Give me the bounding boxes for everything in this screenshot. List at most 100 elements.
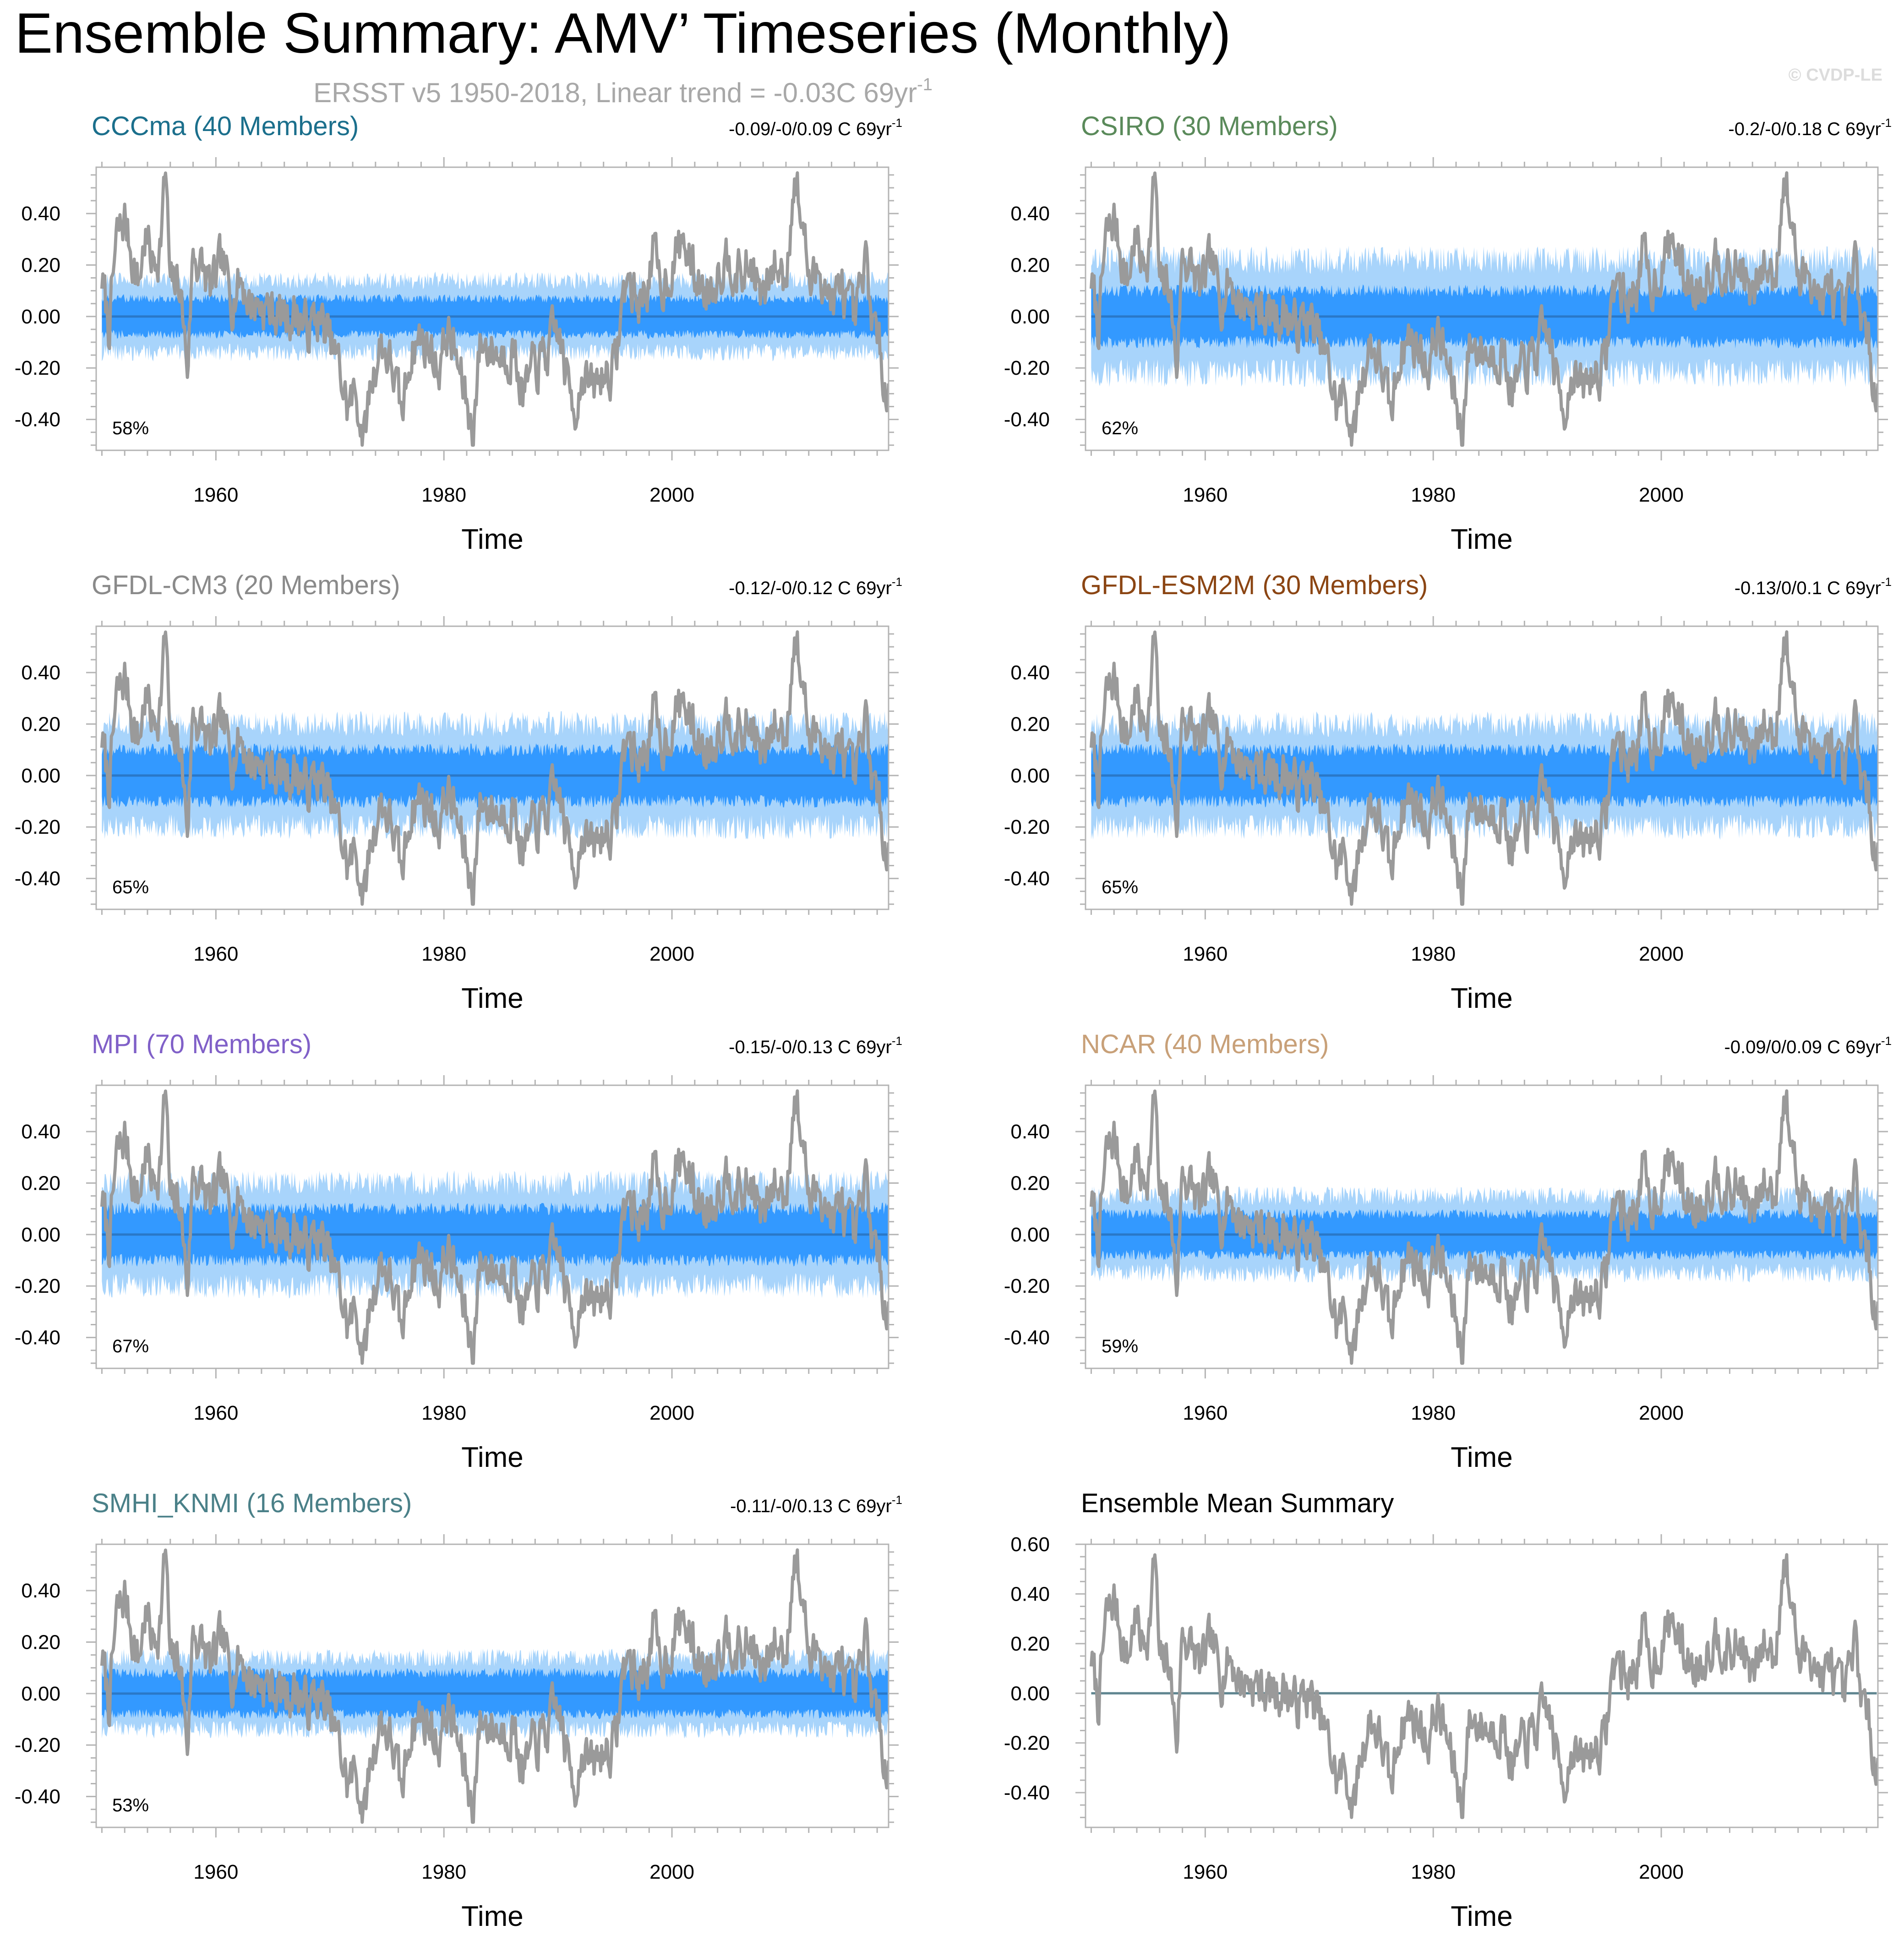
panel-trend: -0.09/-0/0.09 C 69yr-1 xyxy=(729,116,902,139)
percent-label: 65% xyxy=(1102,877,1138,897)
y-tick-label: -0.20 xyxy=(1004,1732,1050,1755)
y-tick-label: 0.00 xyxy=(1010,1682,1050,1705)
x-tick-label: 1960 xyxy=(193,1402,238,1424)
observation-line xyxy=(100,630,889,906)
x-tick-label: 1980 xyxy=(421,1402,466,1424)
y-tick-label: -0.20 xyxy=(15,816,60,838)
x-axis-label: Time xyxy=(461,524,523,555)
plot-area xyxy=(100,1548,889,1824)
plot-area xyxy=(1089,1553,1878,1819)
x-tick-label: 2000 xyxy=(1639,1861,1684,1883)
axis-frame xyxy=(1085,1543,1879,1828)
panel-cccma: CCCma (40 Members) -0.09/-0/0.09 C 69yr-1… xyxy=(15,111,902,555)
panel-title: NCAR (40 Members) xyxy=(1081,1029,1329,1059)
x-tick-label: 2000 xyxy=(1639,1402,1684,1424)
x-tick-label: 1960 xyxy=(193,484,238,506)
x-axis-label: Time xyxy=(461,1901,523,1932)
panel-gfdl-cm3: GFDL-CM3 (20 Members) -0.12/-0/0.12 C 69y… xyxy=(15,570,902,1014)
panel-csiro: CSIRO (30 Members) -0.2/-0/0.18 C 69yr-1-… xyxy=(1004,111,1892,555)
percent-label: 58% xyxy=(112,418,149,438)
percent-label: 67% xyxy=(112,1336,149,1356)
y-tick-label: 0.20 xyxy=(1010,713,1050,735)
trend-superscript: -1 xyxy=(1881,575,1892,589)
x-tick-label: 1980 xyxy=(1411,484,1456,506)
x-tick-label: 1960 xyxy=(1183,484,1228,506)
trend-value: -0.12/-0/0.12 C 69yr xyxy=(729,578,892,598)
y-tick-label: -0.40 xyxy=(15,868,60,890)
panel-gfdl-esm2m: GFDL-ESM2M (30 Members) -0.13/0/0.1 C 69y… xyxy=(1004,570,1892,1014)
panel-trend: -0.12/-0/0.12 C 69yr-1 xyxy=(729,575,902,598)
y-tick-label: -0.40 xyxy=(15,1786,60,1808)
y-tick-label: 0.40 xyxy=(21,662,60,684)
y-tick-label: 0.00 xyxy=(1010,306,1050,328)
percent-label: 53% xyxy=(112,1795,149,1815)
y-tick-label: 0.00 xyxy=(21,306,60,328)
y-tick-label: -0.40 xyxy=(1004,868,1050,890)
x-tick-label: 2000 xyxy=(1639,484,1684,506)
y-tick-label: 0.40 xyxy=(1010,1583,1050,1605)
x-axis-label: Time xyxy=(1451,524,1512,555)
y-tick-label: 0.00 xyxy=(21,1683,60,1705)
panel-title: CSIRO (30 Members) xyxy=(1081,111,1338,141)
percent-label: 65% xyxy=(112,877,149,897)
y-tick-label: -0.40 xyxy=(1004,1782,1050,1804)
y-tick-label: 0.00 xyxy=(21,1224,60,1246)
axis-frame xyxy=(95,166,889,451)
panel-trend: -0.15/-0/0.13 C 69yr-1 xyxy=(729,1034,902,1057)
x-tick-label: 1980 xyxy=(1411,1402,1456,1424)
x-tick-label: 1980 xyxy=(421,1861,466,1883)
observation-line xyxy=(1089,1553,1878,1819)
trend-value: -0.15/-0/0.13 C 69yr xyxy=(729,1037,892,1057)
plot-area xyxy=(1089,1089,1878,1365)
y-tick-label: 0.40 xyxy=(1010,1121,1050,1143)
observation-line xyxy=(100,1089,889,1365)
y-tick-label: 0.00 xyxy=(1010,1224,1050,1246)
panel-smhi-knmi: SMHI_KNMI (16 Members) -0.11/-0/0.13 C 69… xyxy=(15,1488,902,1932)
axis-frame xyxy=(95,1543,889,1828)
plot-area xyxy=(100,171,889,447)
y-tick-label: 0.40 xyxy=(21,1121,60,1143)
x-tick-label: 1960 xyxy=(193,943,238,965)
panel-title: SMHI_KNMI (16 Members) xyxy=(92,1488,412,1518)
y-tick-label: -0.20 xyxy=(1004,1275,1050,1297)
axis-frame xyxy=(1085,166,1879,451)
plot-area xyxy=(100,1089,889,1365)
axis-frame xyxy=(1085,1084,1879,1369)
plot-area xyxy=(100,630,889,906)
x-axis-label: Time xyxy=(461,1442,523,1473)
x-axis-label: Time xyxy=(1451,1442,1512,1473)
y-tick-label: 0.20 xyxy=(1010,1633,1050,1655)
y-tick-label: 0.20 xyxy=(21,1631,60,1653)
y-tick-label: 0.40 xyxy=(1010,202,1050,225)
x-tick-label: 1960 xyxy=(1183,1402,1228,1424)
x-tick-label: 1980 xyxy=(1411,943,1456,965)
y-tick-label: 0.20 xyxy=(21,713,60,735)
y-tick-label: 0.00 xyxy=(1010,765,1050,787)
panel-title: GFDL-ESM2M (30 Members) xyxy=(1081,570,1428,600)
percent-label: 59% xyxy=(1102,1336,1138,1356)
y-tick-label: -0.20 xyxy=(1004,816,1050,838)
watermark: © CVDP-LE xyxy=(1789,66,1882,85)
plot-area xyxy=(1089,171,1878,447)
axis-frame xyxy=(1085,625,1879,910)
y-tick-label: 0.20 xyxy=(1010,254,1050,276)
subtitle-superscript: -1 xyxy=(917,75,933,94)
panel-trend: -0.13/0/0.1 C 69yr-1 xyxy=(1735,575,1892,598)
panel-title: MPI (70 Members) xyxy=(92,1029,311,1059)
y-tick-label: -0.40 xyxy=(1004,1327,1050,1349)
x-tick-label: 2000 xyxy=(649,943,694,965)
figure-subtitle: ERSST v5 1950-2018, Linear trend = -0.03… xyxy=(313,75,933,108)
axis-frame xyxy=(95,1084,889,1369)
y-tick-label: 0.40 xyxy=(1010,662,1050,684)
y-tick-label: -0.20 xyxy=(15,1275,60,1297)
trend-superscript: -1 xyxy=(1881,116,1892,130)
x-tick-label: 2000 xyxy=(649,484,694,506)
x-tick-label: 1960 xyxy=(1183,1861,1228,1883)
y-tick-label: 0.60 xyxy=(1010,1533,1050,1556)
panel-title: Ensemble Mean Summary xyxy=(1081,1488,1394,1518)
y-tick-label: 0.00 xyxy=(21,765,60,787)
y-tick-label: 0.20 xyxy=(1010,1172,1050,1194)
trend-value: -0.09/0/0.09 C 69yr xyxy=(1724,1037,1881,1057)
trend-value: -0.13/0/0.1 C 69yr xyxy=(1735,578,1881,598)
